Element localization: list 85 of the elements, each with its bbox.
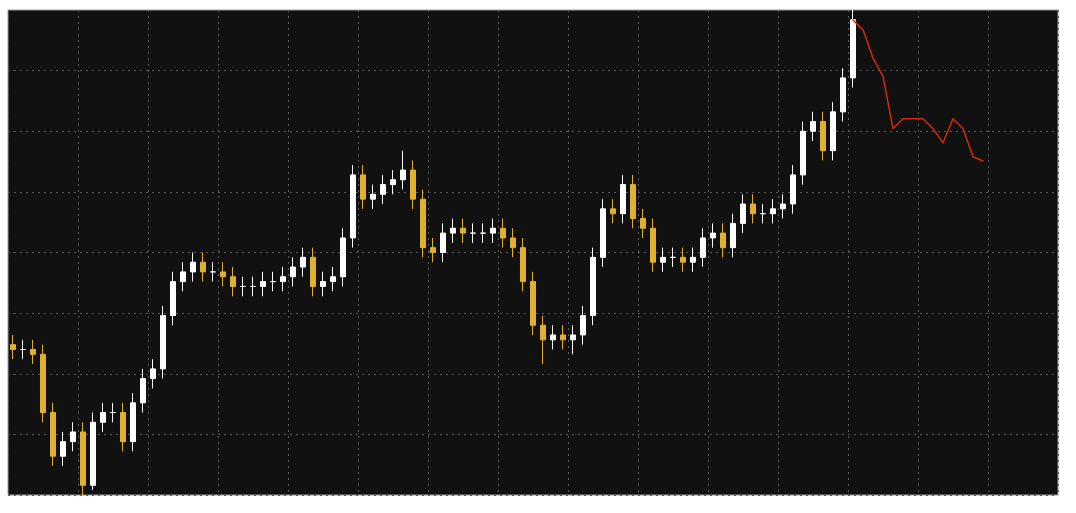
candlestick (430, 237, 436, 263)
candlestick (270, 271, 276, 292)
candlestick (390, 169, 396, 195)
candlestick (40, 344, 46, 423)
candlestick (510, 227, 516, 258)
candlestick (210, 261, 216, 283)
candlestick (580, 305, 586, 346)
candlestick (50, 402, 56, 467)
candlestick (190, 252, 196, 283)
candlestick (830, 101, 836, 161)
candlestick (680, 247, 686, 273)
candlestick (360, 164, 366, 210)
candlestick (300, 247, 306, 278)
candlestick (480, 222, 486, 244)
candlestick (660, 247, 666, 273)
candlestick (760, 203, 766, 224)
candlestick (850, 9, 856, 89)
candlestick (540, 315, 546, 365)
candlestick (420, 188, 426, 258)
candlestick (780, 193, 786, 220)
candlestick (590, 247, 596, 326)
candlestick (750, 193, 756, 224)
candlestick (440, 222, 446, 263)
candlestick (740, 193, 746, 234)
candlestick (100, 402, 106, 433)
candlestick (340, 227, 346, 287)
candlestick (690, 247, 696, 273)
candlestick (240, 276, 246, 297)
candlestick (370, 184, 376, 210)
candlestick (80, 421, 86, 496)
candlestick (490, 218, 496, 244)
candlestick (260, 271, 266, 297)
candlestick (620, 174, 626, 224)
candlestick (840, 67, 846, 123)
candlestick (820, 111, 826, 161)
candlestick (650, 218, 656, 273)
candlestick (70, 421, 76, 452)
candlestick (90, 412, 96, 491)
candlestick (380, 174, 386, 205)
candlestick (400, 150, 406, 190)
candlestick (700, 227, 706, 268)
candlestick (350, 164, 356, 249)
candlestick (570, 324, 576, 355)
candlestick (310, 247, 316, 297)
candlestick (150, 358, 156, 389)
candlestick (460, 218, 466, 244)
candlestick (170, 271, 176, 326)
candlestick (320, 271, 326, 297)
candlestick (730, 213, 736, 258)
candlestick (560, 324, 566, 350)
candlestick (250, 276, 256, 297)
candlestick (220, 261, 226, 287)
candlestick (710, 222, 716, 249)
candlestick (550, 324, 556, 350)
candlestick (140, 368, 146, 414)
candlestick (600, 198, 606, 268)
candlestick (20, 339, 26, 360)
candlestick (640, 208, 646, 239)
candlestick (670, 247, 676, 268)
candlestick (410, 159, 416, 210)
candlestick (790, 164, 796, 215)
candlestick (500, 218, 506, 249)
candlestick (630, 174, 636, 229)
candlestick (520, 237, 526, 292)
candlestick (470, 222, 476, 244)
candlestick (10, 334, 16, 360)
candlestick (450, 218, 456, 244)
candlestick (810, 111, 816, 142)
candlestick (330, 266, 336, 292)
candlestick (530, 271, 536, 336)
candlestick (720, 222, 726, 258)
candlestick (160, 305, 166, 380)
candlestick (180, 261, 186, 292)
candlestick (230, 266, 236, 297)
candlestick (770, 198, 776, 224)
candlestick (610, 198, 616, 224)
candlestick (110, 402, 116, 423)
candlestick (200, 252, 206, 283)
candlestick (280, 266, 286, 292)
candlestick (130, 392, 136, 452)
candlestick (800, 121, 806, 186)
candlestick (120, 402, 126, 452)
candlestick (290, 256, 296, 287)
candlestick (30, 339, 36, 365)
candlestick (60, 431, 66, 467)
